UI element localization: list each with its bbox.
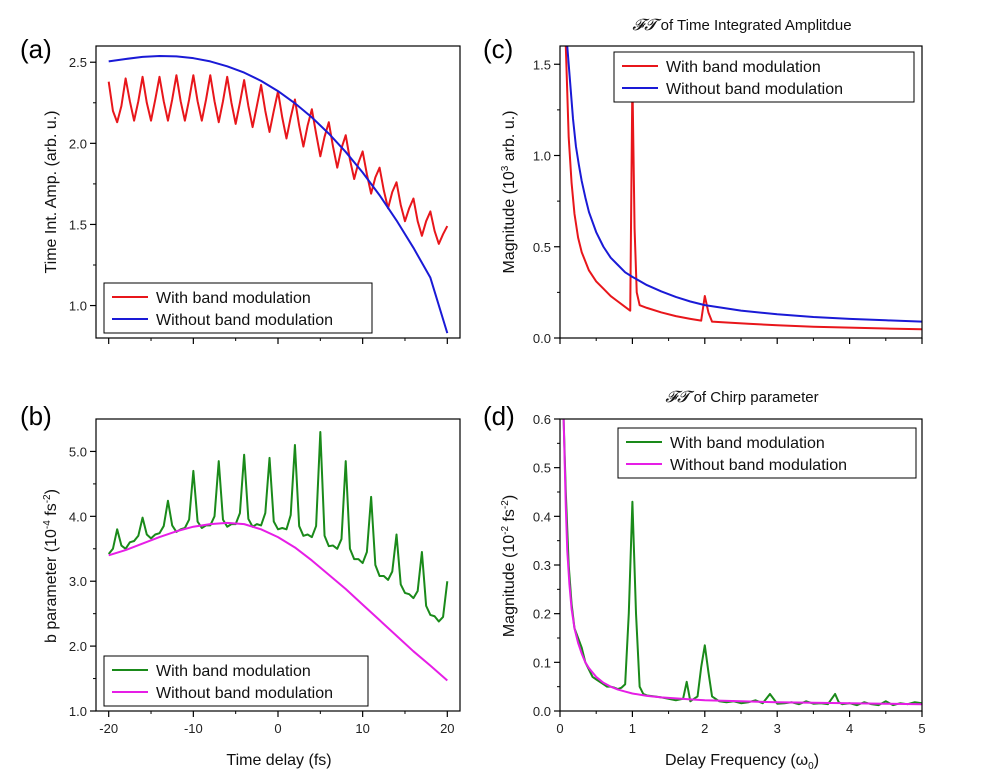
panel-b-legend-label-with-band-modulation: With band modulation [156,663,311,680]
panel-d-ylabel-sup2: -2 [500,500,511,509]
panel-d-label: (d) [483,401,515,431]
panel-b-ylabel-prefix: b parameter (10 [43,529,60,643]
panel-d-ytick-label: 0.5 [533,461,551,476]
panel-d-ytick-label: 0.2 [533,607,551,622]
panel-b-ylabel: b parameter (10-4 fs-2) [42,489,60,643]
panel-a-series-without-band-modulation [108,55,449,334]
panel-d-title-text: of Chirp parameter [689,389,818,406]
panel-c-ylabel-suffix: arb. u.) [501,111,518,166]
panel-d-ylabel-suffix: ) [501,495,518,500]
panel-c-series-with-band-modulation [564,46,922,331]
panel-d-xtick-label: 1 [629,721,636,736]
panel-d-series-without-band-modulation [562,419,922,706]
panel-d-xtick-label: 2 [701,721,708,736]
panel-d-ytick-label: 0.4 [533,509,551,524]
panel-c-ytick-label: 0.0 [533,331,551,346]
panel-b-xtick-label: 0 [274,721,281,736]
panel-d-xlabel-suffix: ) [814,752,819,769]
panel-b-ylabel-suffix: ) [43,489,60,494]
panel-b: (b) b parameter (10-4 fs-2) -20 -10 0 10 20 1… [20,401,461,769]
panel-b-plot: -20 -10 0 10 20 1.0 2.0 3.0 4.0 5.0 [69,418,461,736]
panel-b-series-with-band-modulation [107,430,449,623]
panel-b-xtick-label: 10 [355,721,369,736]
panel-d-xlabel: Delay Frequency (ω0) [665,752,819,772]
panel-a-ytick-label: 1.5 [69,217,87,232]
panel-d-ylabel-sup: -2 [500,526,511,535]
panel-b-ytick-label: 3.0 [69,574,87,589]
panel-c-label: (c) [483,34,513,64]
panel-b-legend: With band modulation Without band modulat… [103,655,369,707]
panel-a-label: (a) [20,34,52,64]
panel-d-ylabel-prefix: Magnitude (10 [501,535,518,637]
panel-d-ylabel-mid: fs [501,509,518,526]
panel-c-title-ft: 𝓕𝓣 [632,15,662,34]
panel-c-series-without-band-modulation [566,46,922,323]
panel-d-ytick-label: 0.3 [533,558,551,573]
panel-d-ytick-label: 0.6 [533,412,551,427]
panel-d-xlabel-prefix: Delay Frequency ( [665,752,796,769]
panel-c-ytick-label: 1.0 [533,149,551,164]
panel-c-title: 𝓕𝓣 of Time Integrated Amplitdue [632,15,851,34]
panel-a-ytick-label: 2.5 [69,55,87,70]
panel-c-legend-label-with-band-modulation: With band modulation [666,59,821,76]
panel-a-ylabel: Time Int. Amp. (arb. u.) [43,110,60,273]
panel-b-ytick-label: 1.0 [69,704,87,719]
panel-b-xtick-label: 20 [440,721,454,736]
panel-b-ylabel-sup: -4 [42,520,53,529]
panel-d-xtick-label: 3 [774,721,781,736]
panel-a-ytick-label: 1.0 [69,299,87,314]
panel-c-ylabel-prefix: Magnitude (10 [501,171,518,273]
panel-c-plot: 0.0 0.5 1.0 1.5 [533,45,923,346]
panel-d-title: 𝓕𝓣 of Chirp parameter [665,387,818,406]
panel-d-ytick-label: 0.0 [533,704,551,719]
panel-b-ytick-label: 5.0 [69,444,87,459]
panel-b-series-without-band-modulation [108,521,448,682]
panel-c-ylabel-sup: 3 [500,165,511,171]
panel-c-legend-box [613,51,915,103]
panel-b-xlabel: Time delay (fs) [226,752,331,769]
panel-d-xlabel-omega: ω [796,752,809,769]
panel-a-legend-label-with-band-modulation: With band modulation [156,290,311,307]
panel-a-legend-label-without-band-modulation: Without band modulation [156,312,333,329]
panel-a-legend-box [103,282,373,334]
panel-c-legend-label-without-band-modulation: Without band modulation [666,81,843,98]
panel-b-legend-box [103,655,369,707]
panel-a-ytick-label: 2.0 [69,136,87,151]
panel-c-title-text: of Time Integrated Amplitdue [656,17,851,34]
panel-c-ylabel: Magnitude (103 arb. u.) [500,111,518,274]
panel-d: (d) 𝓕𝓣 of Chirp parameter Magnitude (10-… [483,387,926,772]
panel-d-xtick-label: 4 [846,721,853,736]
panel-d-ytick-label: 0.1 [533,655,551,670]
panel-d-ylabel: Magnitude (10-2 fs-2) [500,495,518,637]
panel-b-ylabel-mid: fs [43,503,60,520]
panel-c: (c) 𝓕𝓣 of Time Integrated Amplitdue Magn… [483,15,923,346]
panel-b-legend-label-without-band-modulation: Without band modulation [156,685,333,702]
panel-b-ytick-label: 4.0 [69,509,87,524]
panel-d-plot: 0 1 2 3 4 5 0.0 0.1 0.2 0.3 0.4 0.5 0.6 [533,412,926,736]
panel-b-xtick-label: -20 [99,721,118,736]
panel-a-plot: 1.0 1.5 2.0 2.5 [69,45,461,344]
panel-c-ytick-label: 1.5 [533,57,551,72]
panel-d-xlabel-sub: 0 [808,761,814,772]
panel-b-ylabel-sup2: -2 [42,494,53,503]
panel-b-label: (b) [20,401,52,431]
panel-d-legend-box [617,427,917,479]
panel-d-legend: With band modulation Without band modulat… [617,427,917,479]
panel-c-legend: With band modulation Without band modulat… [613,51,915,103]
panel-c-ytick-label: 0.5 [533,240,551,255]
panel-d-title-ft: 𝓕𝓣 [665,387,695,406]
panel-b-ytick-label: 2.0 [69,639,87,654]
panel-d-xtick-label: 0 [556,721,563,736]
panel-d-legend-label-with-band-modulation: With band modulation [670,435,825,452]
panel-a: (a) Time Int. Amp. (arb. u.) 1.0 1.5 2.0 2.… [20,34,461,344]
panel-d-xtick-label: 5 [918,721,925,736]
panel-b-xtick-label: -10 [184,721,203,736]
panel-a-legend: With band modulation Without band modulat… [103,282,373,334]
panel-d-legend-label-without-band-modulation: Without band modulation [670,457,847,474]
